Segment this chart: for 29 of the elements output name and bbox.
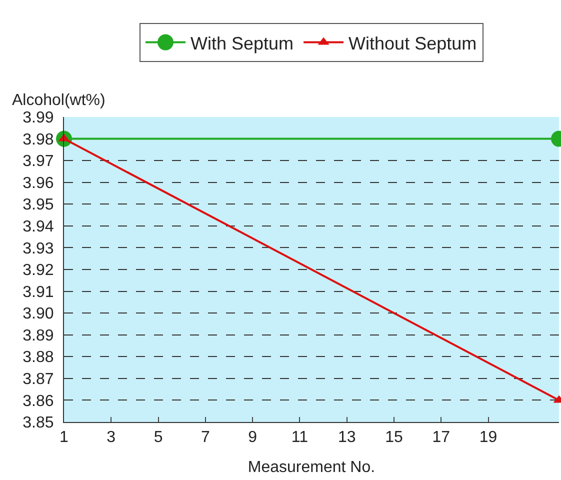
x-tick-label: 11: [291, 429, 308, 446]
x-tick-label: 9: [248, 429, 258, 446]
y-tick-label: 3.88: [22, 349, 54, 366]
y-tick-label: 3.97: [22, 153, 54, 170]
y-tick-label: 3.98: [22, 131, 54, 148]
y-tick-label: 3.87: [22, 371, 54, 388]
legend-label: Without Septum: [348, 33, 477, 54]
y-tick-label: 3.93: [22, 240, 54, 258]
y-tick-label: 3.94: [22, 218, 54, 236]
legend-label: With Septum: [190, 33, 294, 54]
y-tick-label: 3.99: [22, 110, 54, 127]
y-tick-label: 3.86: [22, 392, 54, 410]
x-tick-label: 1: [60, 429, 69, 446]
y-tick-label: 3.89: [22, 327, 54, 344]
x-tick-label: 17: [432, 429, 450, 446]
y-tick-label: 3.96: [22, 174, 54, 192]
x-tick-label: 19: [479, 429, 498, 446]
x-tick-label: 3: [106, 429, 116, 446]
y-tick-label: 3.90: [22, 306, 54, 323]
y-tick-label: 3.85: [22, 414, 54, 432]
y-tick-label: 3.91: [22, 284, 54, 301]
x-tick-label: 5: [154, 429, 163, 446]
x-tick-label: 7: [200, 429, 210, 446]
y-tick-label: 3.95: [22, 196, 54, 214]
x-axis-title: Measurement No.: [248, 458, 376, 476]
y-axis-title: Alcohol(wt%): [12, 92, 106, 109]
x-tick-label: 13: [338, 429, 356, 446]
y-tick-label: 3.92: [22, 262, 54, 280]
x-tick-label: 15: [385, 429, 403, 446]
